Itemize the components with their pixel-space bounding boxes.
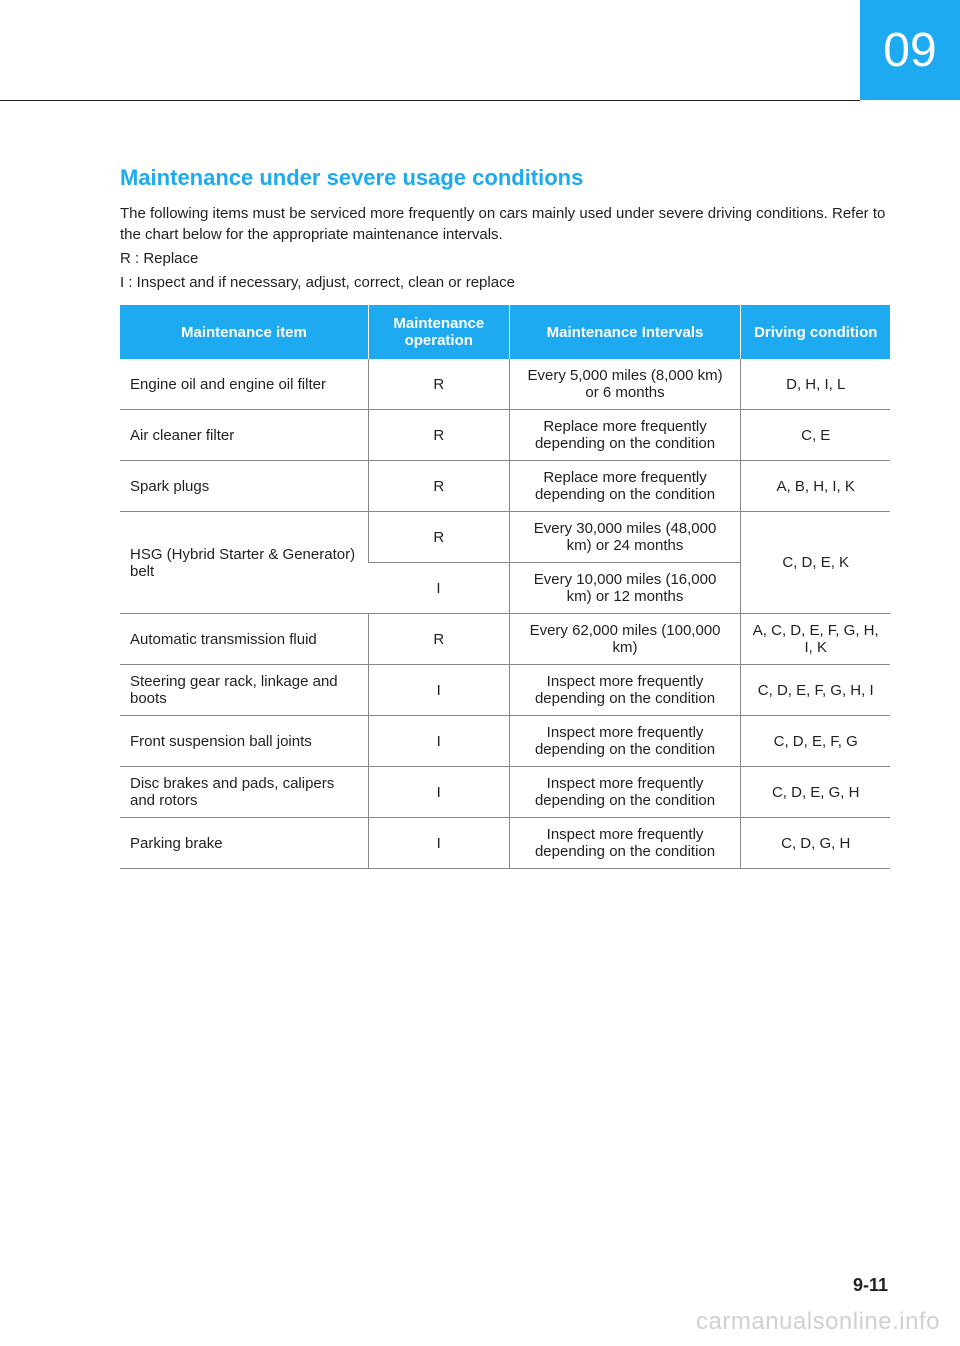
header-intervals: Maintenance Intervals: [509, 305, 741, 359]
table-row: Front suspension ball joints I Inspect m…: [120, 716, 890, 767]
table-row: Air cleaner filter R Replace more freque…: [120, 410, 890, 461]
table-header-row: Maintenance item Maintenance operation M…: [120, 305, 890, 359]
cell-cond: C, D, E, K: [741, 512, 890, 614]
header-item: Maintenance item: [120, 305, 368, 359]
cell-interval: Inspect more frequently depending on the…: [509, 716, 741, 767]
cell-op: I: [368, 767, 509, 818]
cell-op: R: [368, 461, 509, 512]
header-divider: [0, 100, 860, 101]
cell-item: Disc brakes and pads, calipers and rotor…: [120, 767, 368, 818]
cell-interval: Inspect more frequently depending on the…: [509, 665, 741, 716]
intro-paragraph: The following items must be serviced mor…: [120, 203, 890, 245]
cell-cond: C, E: [741, 410, 890, 461]
chapter-number: 09: [883, 23, 936, 78]
table-row: Steering gear rack, linkage and boots I …: [120, 665, 890, 716]
table-row: Parking brake I Inspect more frequently …: [120, 818, 890, 869]
cell-op: R: [368, 410, 509, 461]
cell-cond: A, B, H, I, K: [741, 461, 890, 512]
cell-item: Engine oil and engine oil filter: [120, 359, 368, 410]
maintenance-table: Maintenance item Maintenance operation M…: [120, 305, 890, 869]
cell-item: Parking brake: [120, 818, 368, 869]
cell-item: HSG (Hybrid Starter & Generator) belt: [120, 512, 368, 614]
table-row: Engine oil and engine oil filter R Every…: [120, 359, 890, 410]
cell-interval: Every 62,000 miles (100,000 km): [509, 614, 741, 665]
cell-interval: Inspect more frequently depending on the…: [509, 767, 741, 818]
legend-inspect: I : Inspect and if necessary, adjust, co…: [120, 272, 890, 293]
cell-cond: A, C, D, E, F, G, H, I, K: [741, 614, 890, 665]
table-row: Automatic transmission fluid R Every 62,…: [120, 614, 890, 665]
cell-item: Automatic transmission fluid: [120, 614, 368, 665]
header-operation: Maintenance operation: [368, 305, 509, 359]
header-condition: Driving condition: [741, 305, 890, 359]
table-row: Spark plugs R Replace more frequently de…: [120, 461, 890, 512]
cell-item: Spark plugs: [120, 461, 368, 512]
watermark: carmanualsonline.info: [696, 1308, 940, 1336]
cell-item: Front suspension ball joints: [120, 716, 368, 767]
cell-item: Air cleaner filter: [120, 410, 368, 461]
cell-cond: C, D, E, F, G: [741, 716, 890, 767]
cell-interval: Replace more frequently depending on the…: [509, 461, 741, 512]
cell-op: I: [368, 563, 509, 614]
table-row: HSG (Hybrid Starter & Generator) belt R …: [120, 512, 890, 563]
section-title: Maintenance under severe usage condition…: [120, 165, 890, 191]
page-content: Maintenance under severe usage condition…: [120, 165, 890, 869]
cell-interval: Every 5,000 miles (8,000 km) or 6 months: [509, 359, 741, 410]
cell-interval: Replace more frequently depending on the…: [509, 410, 741, 461]
page-number: 9-11: [853, 1275, 888, 1296]
cell-interval: Every 10,000 miles (16,000 km) or 12 mon…: [509, 563, 741, 614]
cell-interval: Inspect more frequently depending on the…: [509, 818, 741, 869]
cell-interval: Every 30,000 miles (48,000 km) or 24 mon…: [509, 512, 741, 563]
cell-op: I: [368, 665, 509, 716]
table-row: Disc brakes and pads, calipers and rotor…: [120, 767, 890, 818]
cell-op: I: [368, 818, 509, 869]
cell-op: R: [368, 512, 509, 563]
legend-replace: R : Replace: [120, 248, 890, 269]
chapter-badge: 09: [860, 0, 960, 100]
cell-op: R: [368, 359, 509, 410]
cell-cond: C, D, G, H: [741, 818, 890, 869]
cell-cond: D, H, I, L: [741, 359, 890, 410]
cell-op: I: [368, 716, 509, 767]
cell-cond: C, D, E, G, H: [741, 767, 890, 818]
cell-cond: C, D, E, F, G, H, I: [741, 665, 890, 716]
cell-item: Steering gear rack, linkage and boots: [120, 665, 368, 716]
cell-op: R: [368, 614, 509, 665]
